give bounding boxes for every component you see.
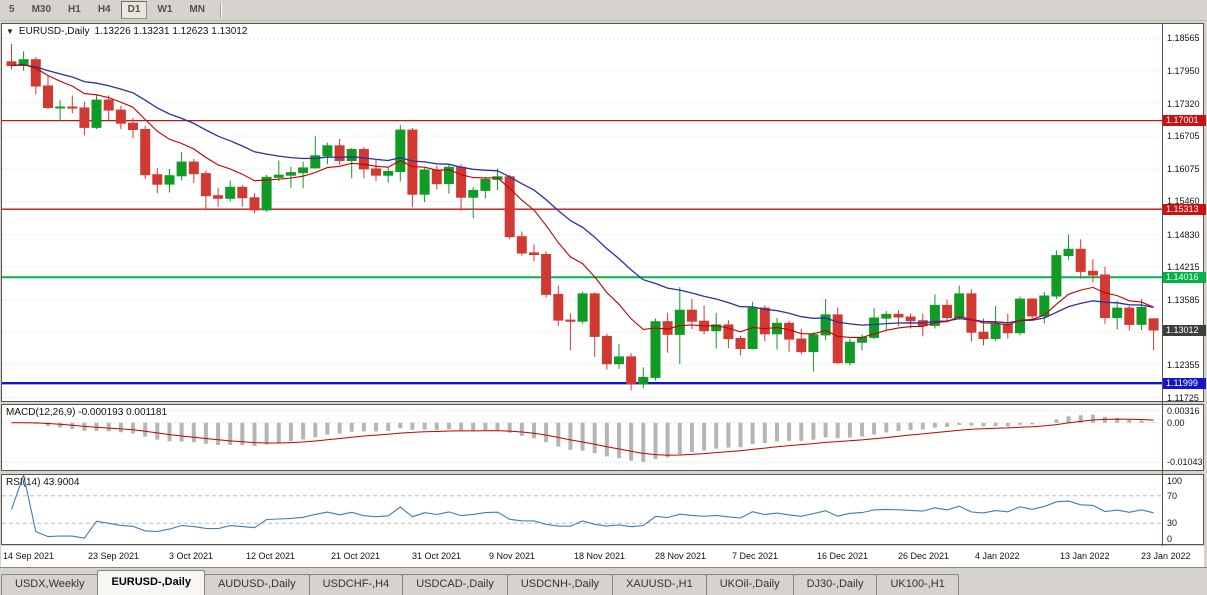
date-axis-label: 26 Dec 2021 bbox=[898, 551, 950, 561]
price-axis-label: 1.17320 bbox=[1167, 99, 1200, 109]
chart-tab-usdcad-daily[interactable]: USDCAD-,Daily bbox=[402, 574, 508, 595]
chart-tab-audusd-daily[interactable]: AUDUSD-,Daily bbox=[203, 574, 310, 595]
rsi-axis-label: 100 bbox=[1167, 476, 1183, 486]
rsi-plot[interactable] bbox=[2, 475, 1162, 544]
date-axis-label: 16 Dec 2021 bbox=[817, 551, 869, 561]
price-axis-label: 1.16705 bbox=[1167, 131, 1200, 141]
chart-symbol-label: EURUSD-,Daily bbox=[18, 26, 90, 37]
price-axis-label: 1.13585 bbox=[1167, 295, 1200, 305]
rsi-axis-label: 0 bbox=[1167, 534, 1173, 544]
current-price-tag: 1.13012 bbox=[1163, 325, 1206, 336]
date-axis-label: 3 Oct 2021 bbox=[169, 551, 214, 561]
macd-plot[interactable] bbox=[2, 405, 1162, 470]
date-axis-label: 7 Dec 2021 bbox=[732, 551, 779, 561]
chart-tab-dj30-daily[interactable]: DJ30-,Daily bbox=[792, 574, 878, 595]
date-axis-label: 14 Sep 2021 bbox=[3, 551, 55, 561]
candlestick-plot[interactable] bbox=[2, 24, 1162, 401]
date-axis-label: 28 Nov 2021 bbox=[655, 551, 707, 561]
chart-tab-xauusd-h1[interactable]: XAUUSD-,H1 bbox=[612, 574, 707, 595]
price-level-tag: 1.14016 bbox=[1163, 272, 1206, 283]
date-axis-label: 18 Nov 2021 bbox=[574, 551, 626, 561]
date-axis: 14 Sep 2021 23 Sep 2021 3 Oct 2021 12 Oct 2… bbox=[1, 546, 1204, 567]
chart-tab-uk100-h1[interactable]: UK100-,H1 bbox=[876, 574, 959, 595]
date-axis-label: 4 Jan 2022 bbox=[975, 551, 1020, 561]
macd-axis-label: 0.00 bbox=[1167, 418, 1185, 428]
chart-tab-eurusd-daily[interactable]: EURUSD-,Daily bbox=[97, 570, 205, 595]
timeframe-buttons: 5 M30 H1 H4 D1 W1 MN bbox=[2, 1, 215, 19]
macd-pane: MACD(12,26,9) -0.000193 0.001181 bbox=[1, 404, 1204, 471]
chart-window: ▼ EURUSD-,Daily 1.13226 1.13231 1.12623 … bbox=[1, 21, 1206, 567]
chart-tab-usdcnh-daily[interactable]: USDCNH-,Daily bbox=[506, 574, 614, 595]
date-axis-label: 31 Oct 2021 bbox=[412, 551, 462, 561]
rsi-axis-label: 30 bbox=[1167, 518, 1178, 528]
rsi-label: RSI(14) 43.9004 bbox=[6, 477, 80, 488]
date-axis-label: 9 Nov 2021 bbox=[489, 551, 536, 561]
price-axis-label: 1.14215 bbox=[1167, 262, 1200, 272]
timeframe-button-m30[interactable]: M30 bbox=[31, 4, 52, 15]
price-axis-label: 1.15460 bbox=[1167, 196, 1200, 206]
timeframe-button-w1[interactable]: W1 bbox=[157, 4, 173, 15]
rsi-axis-label: 70 bbox=[1167, 491, 1178, 501]
chart-dropdown-icon[interactable]: ▼ bbox=[6, 27, 14, 36]
date-axis-label: 23 Jan 2022 bbox=[1141, 551, 1191, 561]
timeframe-toolbar: 5 M30 H1 H4 D1 W1 MN bbox=[0, 0, 1207, 21]
price-level-tag: 1.11999 bbox=[1163, 378, 1206, 389]
macd-axis-label: -0.01043 bbox=[1167, 457, 1203, 467]
date-axis-label: 13 Jan 2022 bbox=[1060, 551, 1110, 561]
timeframe-button-h1[interactable]: H1 bbox=[68, 4, 81, 15]
timeframe-button-5[interactable]: 5 bbox=[9, 4, 15, 15]
date-axis-label: 21 Oct 2021 bbox=[331, 551, 381, 561]
date-axis-label: 23 Sep 2021 bbox=[88, 551, 140, 561]
chart-tab-ukoil-daily[interactable]: UKOil-,Daily bbox=[705, 574, 794, 595]
price-axis-label: 1.18565 bbox=[1167, 33, 1200, 43]
macd-label: MACD(12,26,9) -0.000193 0.001181 bbox=[6, 407, 168, 418]
chart-tab-bar: USDX,Weekly EURUSD-,Daily AUDUSD-,Daily USD… bbox=[0, 567, 1207, 595]
price-axis-separator bbox=[1162, 23, 1163, 546]
toolbar-separator bbox=[219, 2, 222, 18]
timeframe-button-h4[interactable]: H4 bbox=[97, 4, 111, 15]
price-pane: ▼ EURUSD-,Daily 1.13226 1.13231 1.12623 … bbox=[1, 23, 1204, 402]
price-axis-label: 1.17950 bbox=[1167, 66, 1200, 76]
chart-ohlc-values: 1.13226 1.13231 1.12623 1.13012 bbox=[94, 26, 248, 37]
price-axis-label: 1.11725 bbox=[1167, 393, 1199, 403]
date-axis-label: 12 Oct 2021 bbox=[246, 551, 296, 561]
price-axis-label: 1.14830 bbox=[1167, 230, 1200, 240]
price-axis-label: 1.12355 bbox=[1167, 360, 1200, 370]
macd-pane-header: MACD(12,26,9) -0.000193 0.001181 bbox=[6, 407, 167, 418]
rsi-pane: RSI(14) 43.9004 bbox=[1, 474, 1204, 545]
macd-axis-label: 0.00316 bbox=[1167, 406, 1200, 416]
price-level-tag: 1.17001 bbox=[1163, 115, 1206, 126]
timeframe-button-d1[interactable]: D1 bbox=[120, 1, 148, 19]
chart-tab-usdx-weekly[interactable]: USDX,Weekly bbox=[1, 574, 99, 595]
rsi-pane-header: RSI(14) 43.9004 bbox=[6, 477, 79, 488]
chart-tab-usdchf-h4[interactable]: USDCHF-,H4 bbox=[308, 574, 404, 595]
price-pane-header: ▼ EURUSD-,Daily 1.13226 1.13231 1.12623 … bbox=[6, 26, 247, 37]
price-axis-label: 1.16075 bbox=[1167, 164, 1200, 174]
timeframe-button-mn[interactable]: MN bbox=[189, 4, 205, 15]
price-level-tag: 1.15313 bbox=[1163, 204, 1206, 215]
